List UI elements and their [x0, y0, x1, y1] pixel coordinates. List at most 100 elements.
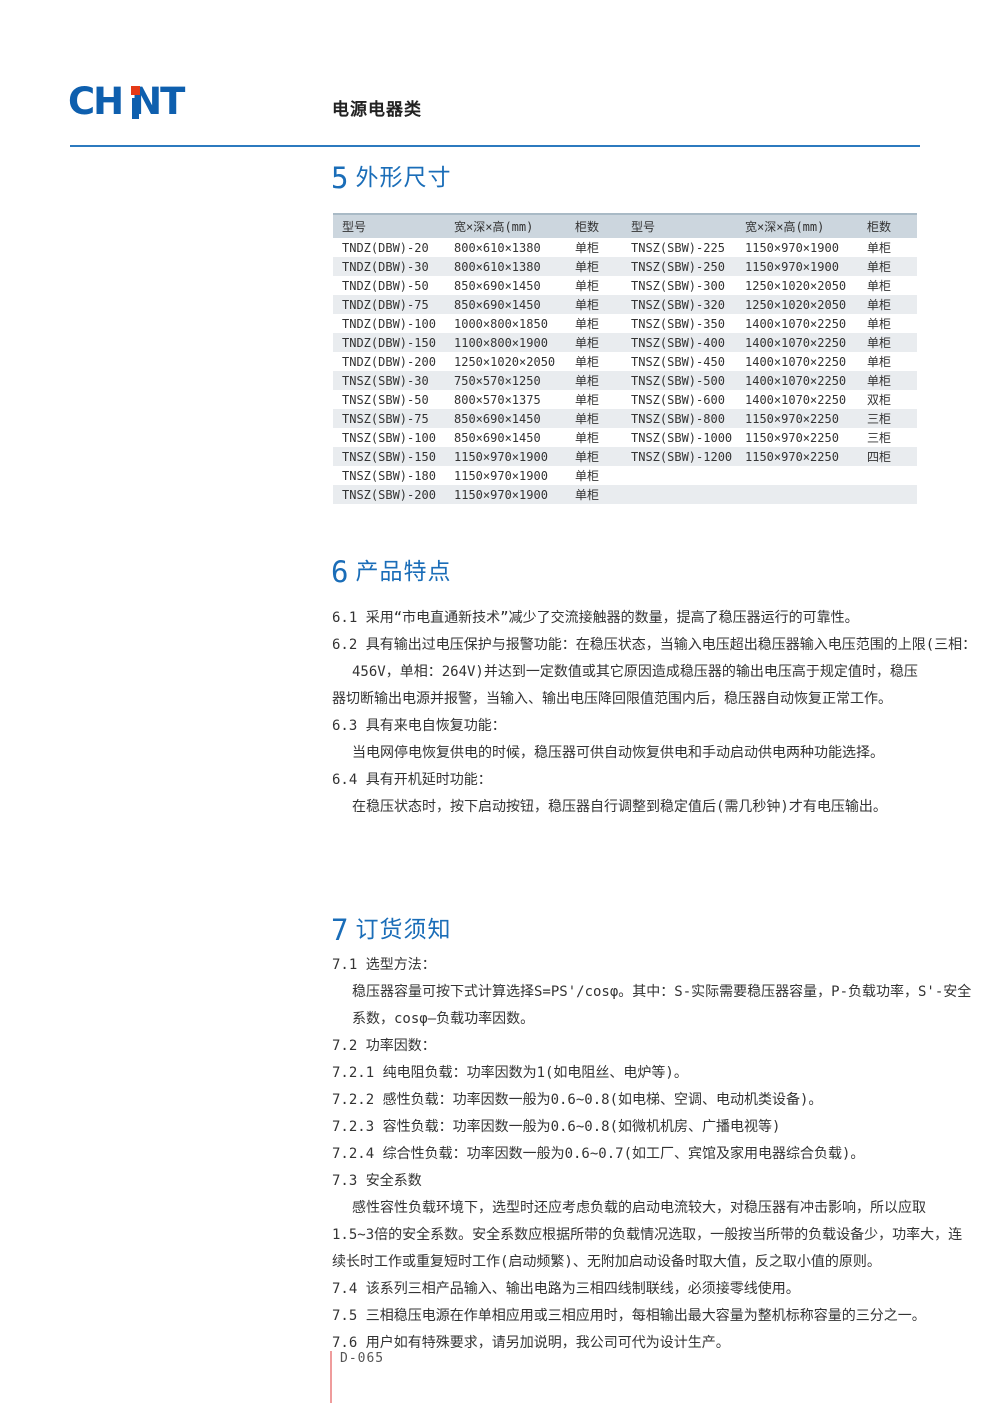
table-row: TNDZ(DBW)-75 850×690×1450 单柜 TNSZ(SBW)-320 1…	[333, 295, 917, 314]
footer-red-line	[330, 1351, 332, 1403]
table-cell: 单柜	[575, 431, 600, 445]
table-cell: TNSZ(SBW)-450	[631, 354, 725, 369]
table-cell: 单柜	[566, 333, 622, 352]
section-6-title: 产品特点	[355, 559, 452, 585]
table-row: TNSZ(SBW)-100 850×690×1450 单柜 TNSZ(SBW)-100…	[333, 428, 917, 447]
table-row: TNSZ(SBW)-180 1150×970×1900 单柜	[333, 466, 917, 485]
table-cell: 1150×970×1900	[745, 240, 839, 255]
text-line: 6.4 具有开机延时功能：	[332, 772, 492, 788]
table-cell: TNSZ(SBW)-320	[622, 295, 736, 314]
text-line: 稳压器容量可按下式计算选择S=PS'/cosφ。其中：S-实际需要稳压器容量，P…	[352, 984, 972, 1000]
column-header: 柜数	[858, 213, 917, 238]
table-cell: 单柜	[858, 257, 917, 276]
section-7-number: 7	[331, 913, 349, 947]
text-line: 续长时工作或重复短时工作(启动频繁)、无附加启动设备时取大值，反之取小值的原则。	[332, 1254, 881, 1270]
table-cell: 800×570×1375	[454, 392, 541, 407]
table-row: TNDZ(DBW)-20 800×610×1380 单柜 TNSZ(SBW)-225 1…	[333, 238, 917, 257]
logo-letters-right: NT	[131, 80, 185, 123]
table-cell: TNSZ(SBW)-225	[631, 240, 725, 255]
text-line: 7.1 选型方法：	[332, 957, 436, 973]
table-cell: 单柜	[867, 241, 892, 255]
table-cell: 1250×1020×2050	[736, 295, 858, 314]
table-cell	[858, 485, 917, 504]
table-cell: 1250×1020×2050	[745, 278, 847, 293]
table-header-row: 型号 宽×深×高(mm) 柜数 型号 宽×深×高(mm) 柜数	[333, 213, 917, 238]
table-cell: 1150×970×1900	[736, 257, 858, 276]
text-line: 456V，单相：264V)并达到一定数值或其它原因造成稳压器的输出电压高于规定值…	[352, 664, 918, 680]
table-cell	[736, 485, 858, 504]
table-row: TNSZ(SBW)-200 1150×970×1900 单柜	[333, 485, 917, 504]
table-cell: TNSZ(SBW)-200	[333, 485, 445, 504]
table-cell: 1400×1070×2250	[745, 354, 847, 369]
table-cell: TNSZ(SBW)-1200	[622, 447, 736, 466]
table-cell: 850×690×1450	[454, 278, 541, 293]
chint-logo: CH NT	[68, 80, 185, 123]
text-line: 6.3 具有来电自恢复功能：	[332, 718, 506, 734]
section-6-number: 6	[331, 555, 349, 589]
section-5-title: 外形尺寸	[355, 165, 452, 191]
table-cell: 单柜	[575, 241, 600, 255]
column-header: 型号	[333, 213, 445, 238]
table-cell: 单柜	[575, 469, 600, 483]
text-line: 系数，cosφ—负载功率因数。	[352, 1011, 535, 1027]
table-cell: TNSZ(SBW)-100	[342, 430, 436, 445]
table-cell: 1150×970×2250	[736, 409, 858, 428]
table-cell: 1150×970×2250	[736, 447, 858, 466]
table-cell: TNSZ(SBW)-250	[622, 257, 736, 276]
table-row: TNDZ(DBW)-200 1250×1020×2050 单柜 TNSZ(SBW)-4…	[333, 352, 917, 371]
table-row: TNDZ(DBW)-100 1000×800×1850 单柜 TNSZ(SBW)-35…	[333, 314, 917, 333]
table-cell: 1000×800×1850	[454, 316, 548, 331]
text-line: 器切断输出电源并报警，当输入、输出电压降回限值范围内后，稳压器自动恢复正常工作。	[332, 691, 892, 707]
table-cell: 单柜	[858, 333, 917, 352]
header-divider	[70, 145, 920, 147]
text-line: 7.2.4 综合性负载：功率因数一般为0.6~0.7(如工厂、宾馆及家用电器综合…	[332, 1146, 865, 1162]
table-cell: 850×690×1450	[454, 430, 541, 445]
table-row: TNDZ(DBW)-150 1100×800×1900 单柜 TNSZ(SBW)-40…	[333, 333, 917, 352]
table-cell: TNSZ(SBW)-150	[333, 447, 445, 466]
table-cell: TNSZ(SBW)-300	[631, 278, 725, 293]
table-cell	[622, 485, 736, 504]
dimensions-table-body: TNDZ(DBW)-20 800×610×1380 单柜 TNSZ(SBW)-225 1…	[333, 238, 917, 504]
table-cell: TNDZ(DBW)-150	[333, 333, 445, 352]
table-row: TNSZ(SBW)-75 850×690×1450 单柜 TNSZ(SBW)-800 1…	[333, 409, 917, 428]
text-line: 在稳压状态时，按下启动按钮，稳压器自行调整到稳定值后(需几秒钟)才有电压输出。	[352, 799, 887, 815]
text-line: 7.2.2 感性负载：功率因数一般为0.6~0.8(如电梯、空调、电动机类设备)…	[332, 1092, 823, 1108]
table-row: TNSZ(SBW)-30 750×570×1250 单柜 TNSZ(SBW)-500 1…	[333, 371, 917, 390]
table-cell: 1150×970×1900	[445, 447, 566, 466]
table-cell: TNSZ(SBW)-30	[333, 371, 445, 390]
table-cell: 单柜	[867, 279, 892, 293]
text-line: 7.2 功率因数：	[332, 1038, 436, 1054]
table-cell	[736, 466, 858, 485]
table-cell: 1100×800×1900	[445, 333, 566, 352]
table-cell: TNSZ(SBW)-1000	[631, 430, 733, 445]
table-cell: 1400×1070×2250	[745, 392, 847, 407]
text-line: 7.3 安全系数	[332, 1173, 422, 1189]
text-line: 7.5 三相稳压电源在作单相应用或三相应用时，每相输出最大容量为整机标称容量的三…	[332, 1308, 926, 1324]
table-cell: 单柜	[858, 371, 917, 390]
logo-red-dot-icon	[131, 86, 140, 95]
table-cell: 1400×1070×2250	[736, 333, 858, 352]
table-row: TNDZ(DBW)-50 850×690×1450 单柜 TNSZ(SBW)-300 1…	[333, 276, 917, 295]
table-cell: TNDZ(DBW)-50	[342, 278, 429, 293]
table-cell: 单柜	[575, 393, 600, 407]
table-cell: 850×690×1450	[445, 295, 566, 314]
table-cell: TNSZ(SBW)-50	[342, 392, 429, 407]
text-line: 当电网停电恢复供电的时候，稳压器可供自动恢复供电和手动启动供电两种功能选择。	[352, 745, 884, 761]
table-cell: 四柜	[858, 447, 917, 466]
text-line: 感性容性负载环境下，选型时还应考虑负载的启动电流较大，对稳压器有冲击影响，所以应…	[352, 1200, 926, 1216]
table-cell: 1400×1070×2250	[736, 371, 858, 390]
table-cell: 1150×970×2250	[745, 430, 839, 445]
text-line: 6.2 具有输出过电压保护与报警功能：在稳压状态，当输入电压超出稳压器输入电压范…	[332, 637, 977, 653]
table-cell: 单柜	[575, 279, 600, 293]
table-cell: 三柜	[858, 409, 917, 428]
table-cell: TNDZ(DBW)-20	[342, 240, 429, 255]
table-cell: TNDZ(DBW)-30	[333, 257, 445, 276]
column-header: 型号	[622, 213, 736, 238]
table-cell: TNSZ(SBW)-800	[622, 409, 736, 428]
table-cell: 单柜	[858, 295, 917, 314]
table-cell: 单柜	[566, 257, 622, 276]
table-cell	[622, 466, 736, 485]
table-cell: 单柜	[867, 317, 892, 331]
table-cell: TNSZ(SBW)-180	[342, 468, 436, 483]
